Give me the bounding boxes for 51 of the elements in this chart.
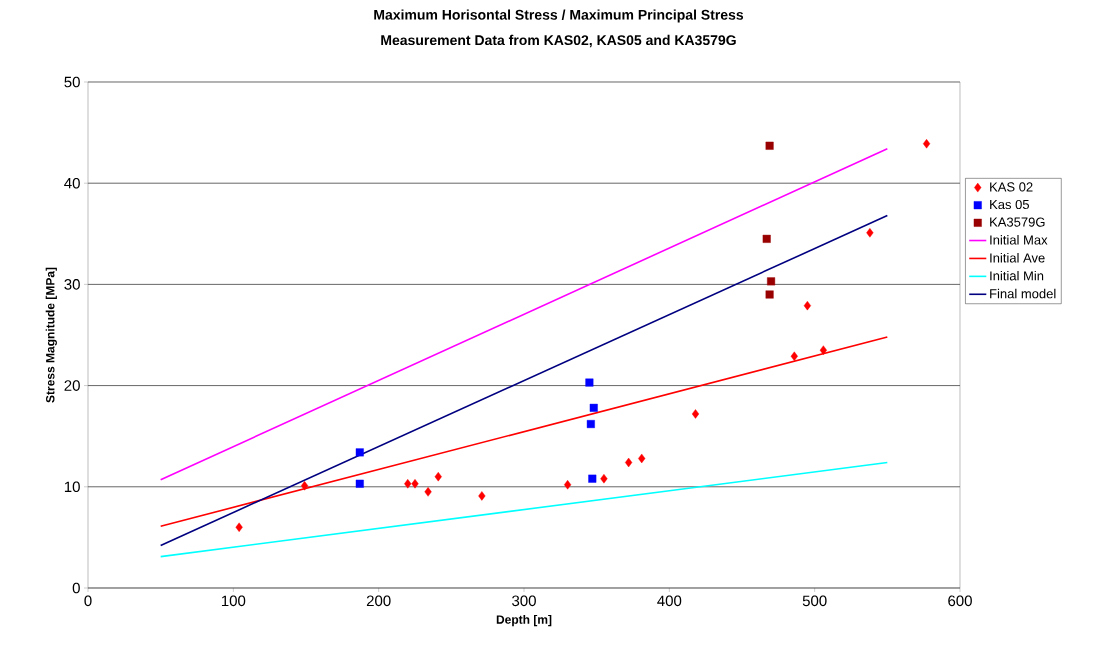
legend-label: KA3579G bbox=[990, 217, 1045, 227]
point bbox=[819, 345, 827, 355]
point bbox=[803, 300, 811, 311]
x-tick-label: 200 bbox=[366, 595, 391, 607]
point bbox=[589, 403, 598, 412]
point bbox=[866, 228, 874, 238]
x-axis-title: Depth [m] bbox=[496, 615, 552, 627]
y-tick-label: 0 bbox=[72, 582, 80, 594]
legend-label: Final model bbox=[990, 288, 1056, 299]
point bbox=[625, 457, 633, 468]
point bbox=[586, 420, 595, 429]
legend-label: Initial Min bbox=[990, 270, 1044, 281]
y-tick-label: 20 bbox=[64, 380, 80, 391]
point bbox=[691, 409, 700, 419]
y-tick-label: 40 bbox=[64, 177, 80, 189]
point bbox=[434, 471, 442, 482]
legend-label: KAS 02 bbox=[990, 182, 1033, 192]
point bbox=[767, 277, 776, 286]
point bbox=[638, 453, 646, 464]
legend-label: Initial Ave bbox=[990, 252, 1045, 263]
x-tick-label: 400 bbox=[657, 595, 682, 607]
point bbox=[355, 479, 364, 488]
point bbox=[424, 487, 432, 497]
point bbox=[588, 474, 597, 483]
point bbox=[922, 139, 931, 149]
point bbox=[600, 473, 608, 484]
point bbox=[765, 290, 774, 299]
x-tick-label: 300 bbox=[512, 595, 536, 607]
y-tick-label: 10 bbox=[64, 481, 80, 493]
point bbox=[355, 448, 364, 457]
point bbox=[790, 351, 798, 361]
legend-label: Kas 05 bbox=[990, 199, 1030, 210]
point bbox=[404, 479, 412, 489]
point bbox=[585, 378, 594, 387]
chart-subtitle: Measurement Data from KAS02, KAS05 and KA3579G bbox=[381, 34, 736, 48]
legend-label: Initial Max bbox=[990, 235, 1048, 245]
point bbox=[564, 480, 572, 490]
x-tick-label: 500 bbox=[802, 595, 827, 607]
point bbox=[478, 491, 486, 501]
y-axis-title: Stress Magnitude [MPa] bbox=[45, 267, 57, 403]
x-tick-label: 600 bbox=[948, 595, 972, 607]
point bbox=[300, 481, 309, 491]
x-tick-label: 0 bbox=[84, 595, 92, 607]
point bbox=[411, 479, 419, 489]
point bbox=[762, 234, 771, 243]
y-tick-label: 50 bbox=[64, 76, 80, 88]
x-tick-label: 100 bbox=[221, 595, 246, 607]
chart-title: Maximum Horisontal Stress / Maximum Principal Stress bbox=[374, 9, 744, 23]
point bbox=[235, 522, 243, 532]
point bbox=[765, 141, 774, 150]
y-tick-label: 30 bbox=[64, 279, 80, 290]
